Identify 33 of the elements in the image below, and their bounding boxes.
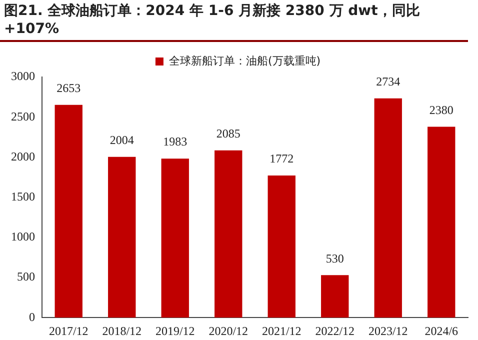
x-tick-label: 2023/12 <box>368 324 408 338</box>
bar <box>428 126 456 318</box>
bar <box>268 175 296 318</box>
x-tick-label: 2019/12 <box>155 324 195 338</box>
data-label: 2653 <box>56 80 81 95</box>
x-tick-label: 2018/12 <box>102 324 142 338</box>
bar <box>54 104 82 318</box>
chart-title: 图21. 全球油船订单：2024 年 1-6 月新接 2380 万 dwt，同比+107% <box>0 0 468 42</box>
y-tick-label: 1000 <box>11 230 35 244</box>
y-tick-label: 1500 <box>11 189 35 204</box>
bar <box>374 98 402 318</box>
y-tick-label: 500 <box>17 270 35 284</box>
y-tick-label: 3000 <box>11 69 35 84</box>
data-label: 2380 <box>429 102 454 117</box>
bar <box>108 156 136 318</box>
x-tick-label: 2020/12 <box>208 324 248 338</box>
data-label: 1983 <box>163 134 188 149</box>
y-tick-label: 2500 <box>11 109 35 124</box>
x-tick-label: 2022/12 <box>315 324 355 338</box>
bar <box>214 150 242 318</box>
data-label: 530 <box>326 251 344 266</box>
legend-label: 全球新船订单：油船(万载重吨) <box>168 54 321 68</box>
data-label: 1772 <box>270 152 294 166</box>
x-tick-label: 2017/12 <box>48 324 88 338</box>
x-tick-label: 2024/6 <box>424 324 458 338</box>
x-tick-label: 2021/12 <box>262 324 302 338</box>
bar <box>161 158 189 318</box>
data-label: 2085 <box>216 126 240 141</box>
y-tick-label: 0 <box>29 310 35 324</box>
data-label: 2004 <box>110 133 134 148</box>
bar <box>321 275 349 318</box>
y-tick-label: 2000 <box>11 149 35 164</box>
data-label: 2734 <box>376 74 400 88</box>
